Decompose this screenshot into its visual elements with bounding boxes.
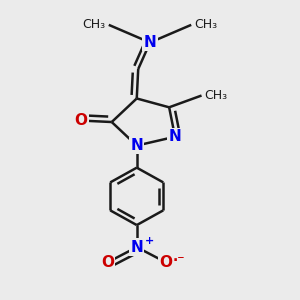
Text: ·⁻: ·⁻: [172, 254, 185, 268]
Text: CH₃: CH₃: [194, 18, 217, 32]
Text: O: O: [101, 255, 114, 270]
Text: O: O: [74, 113, 87, 128]
Text: N: N: [130, 138, 143, 153]
Text: CH₃: CH₃: [205, 89, 228, 102]
Text: N: N: [169, 129, 182, 144]
Text: N: N: [130, 240, 143, 255]
Text: CH₃: CH₃: [83, 18, 106, 32]
Text: N: N: [144, 35, 156, 50]
Text: O: O: [160, 255, 173, 270]
Text: +: +: [145, 236, 154, 246]
